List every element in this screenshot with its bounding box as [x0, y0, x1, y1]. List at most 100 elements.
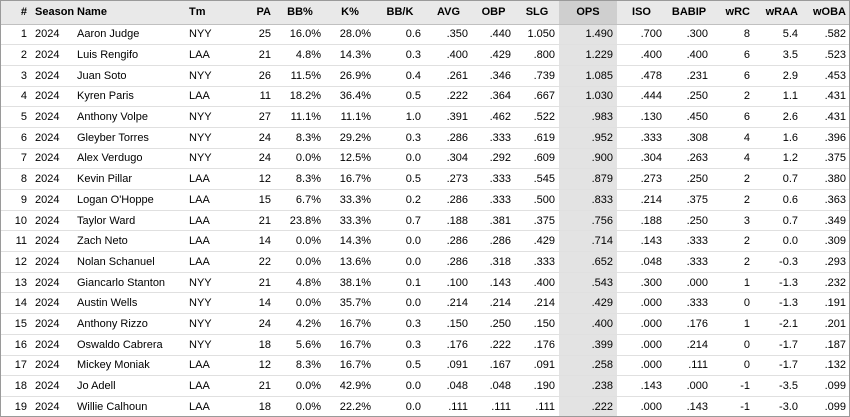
cell-pa: 12: [229, 355, 275, 377]
cell-name[interactable]: Anthony Rizzo: [73, 313, 185, 335]
cell-obp: .364: [472, 86, 515, 108]
cell-tm[interactable]: LAA: [185, 86, 229, 108]
cell-ops: .952: [559, 127, 617, 149]
cell-bb-k: 0.4: [375, 65, 425, 87]
column-header-wraa[interactable]: wRAA: [754, 1, 802, 25]
cell-woba: .523: [802, 44, 849, 66]
cell-bb-pct: 23.8%: [275, 210, 325, 232]
cell-bb-k: 0.0: [375, 292, 425, 315]
cell-wrc: 6: [712, 44, 754, 66]
cell-pa: 12: [229, 168, 275, 190]
cell-name[interactable]: Alex Verdugo: [73, 148, 185, 170]
cell-tm[interactable]: NYY: [185, 292, 229, 315]
column-header-slg[interactable]: SLG: [515, 1, 559, 25]
cell-name[interactable]: Aaron Judge: [73, 24, 185, 46]
cell-tm[interactable]: LAA: [185, 355, 229, 377]
cell-wraa: -1.7: [754, 355, 802, 377]
cell-name[interactable]: Zach Neto: [73, 230, 185, 253]
cell-name[interactable]: Kyren Paris: [73, 86, 185, 108]
cell-tm[interactable]: NYY: [185, 313, 229, 335]
column-header-ops[interactable]: OPS: [559, 1, 617, 25]
cell-iso: .000: [617, 313, 666, 335]
cell-season: 2024: [31, 251, 73, 273]
cell-wraa: 1.2: [754, 148, 802, 170]
cell-obp: .440: [472, 24, 515, 46]
column-header-k-pct[interactable]: K%: [325, 1, 375, 25]
cell-bb-pct: 0.0%: [275, 148, 325, 170]
column-header-babip[interactable]: BABIP: [666, 1, 712, 25]
cell-woba: .396: [802, 127, 849, 149]
cell-name[interactable]: Giancarlo Stanton: [73, 272, 185, 294]
cell-pa: 21: [229, 44, 275, 66]
column-header-rank[interactable]: #: [1, 1, 31, 25]
cell-tm[interactable]: LAA: [185, 189, 229, 211]
column-header-woba[interactable]: wOBA: [802, 1, 849, 25]
cell-wraa: 0.7: [754, 168, 802, 190]
cell-tm[interactable]: LAA: [185, 251, 229, 273]
cell-name[interactable]: Nolan Schanuel: [73, 251, 185, 273]
cell-wraa: -0.3: [754, 251, 802, 273]
cell-avg: .350: [425, 24, 472, 46]
column-header-avg[interactable]: AVG: [425, 1, 472, 25]
cell-tm[interactable]: LAA: [185, 230, 229, 253]
cell-ops: .983: [559, 106, 617, 128]
column-header-wrc[interactable]: wRC: [712, 1, 754, 25]
column-header-season[interactable]: Season: [31, 1, 74, 25]
table-row: 2 2024 Luis Rengifo LAA 21 4.8% 14.3% 0.3.400.4…: [1, 44, 849, 66]
cell-tm[interactable]: NYY: [185, 24, 229, 46]
cell-ops: .429: [559, 292, 617, 315]
cell-slg: .111: [515, 396, 559, 416]
cell-avg: .222: [425, 86, 472, 108]
cell-name[interactable]: Logan O'Hoppe: [73, 189, 185, 211]
cell-name[interactable]: Juan Soto: [73, 65, 185, 87]
cell-wrc: 2: [712, 168, 754, 190]
cell-tm[interactable]: NYY: [185, 106, 229, 128]
cell-name[interactable]: Anthony Volpe: [73, 106, 185, 128]
cell-bb-pct: 11.1%: [275, 106, 325, 128]
cell-name[interactable]: Jo Adell: [73, 375, 185, 397]
cell-woba: .099: [802, 396, 849, 416]
column-header-pa[interactable]: PA: [229, 1, 275, 25]
cell-tm[interactable]: LAA: [185, 375, 229, 397]
cell-bb-pct: 0.0%: [275, 292, 325, 315]
cell-name[interactable]: Willie Calhoun: [73, 396, 185, 416]
cell-babip: .214: [666, 334, 712, 356]
cell-tm[interactable]: NYY: [185, 272, 229, 294]
cell-tm[interactable]: NYY: [185, 148, 229, 170]
cell-woba: .431: [802, 86, 849, 108]
cell-name[interactable]: Oswaldo Cabrera: [73, 334, 185, 356]
column-header-name[interactable]: Name: [73, 1, 185, 25]
cell-name[interactable]: Taylor Ward: [73, 210, 185, 232]
cell-obp: .333: [472, 127, 515, 149]
cell-tm[interactable]: NYY: [185, 127, 229, 149]
cell-avg: .286: [425, 230, 472, 253]
cell-name[interactable]: Luis Rengifo: [73, 44, 185, 66]
cell-ops: 1.490: [559, 24, 617, 46]
cell-tm[interactable]: NYY: [185, 334, 229, 356]
cell-tm[interactable]: LAA: [185, 168, 229, 190]
cell-name[interactable]: Gleyber Torres: [73, 127, 185, 149]
cell-k-pct: 11.1%: [325, 106, 375, 128]
column-header-iso[interactable]: ISO: [617, 1, 666, 25]
cell-name[interactable]: Kevin Pillar: [73, 168, 185, 190]
cell-tm[interactable]: LAA: [185, 44, 229, 66]
cell-name[interactable]: Mickey Moniak: [73, 355, 185, 377]
cell-iso: .333: [617, 127, 666, 149]
cell-avg: .286: [425, 127, 472, 149]
column-header-tm[interactable]: Tm: [185, 1, 229, 25]
cell-slg: .667: [515, 86, 559, 108]
cell-name[interactable]: Austin Wells: [73, 292, 185, 315]
cell-k-pct: 38.1%: [325, 272, 375, 294]
column-header-bb-k[interactable]: BB/K: [375, 1, 425, 25]
cell-season: 2024: [31, 86, 73, 108]
cell-avg: .100: [425, 272, 472, 294]
cell-wrc: 6: [712, 106, 754, 128]
table-body: 1 2024 Aaron Judge NYY 25 16.0% 28.0% 0.6.350.4…: [1, 24, 849, 416]
column-header-bb-pct[interactable]: BB%: [275, 1, 325, 25]
cell-wraa: 1.1: [754, 86, 802, 108]
cell-avg: .150: [425, 313, 472, 335]
cell-tm[interactable]: LAA: [185, 210, 229, 232]
cell-tm[interactable]: NYY: [185, 65, 229, 87]
column-header-obp[interactable]: OBP: [472, 1, 515, 25]
cell-tm[interactable]: LAA: [185, 396, 229, 416]
